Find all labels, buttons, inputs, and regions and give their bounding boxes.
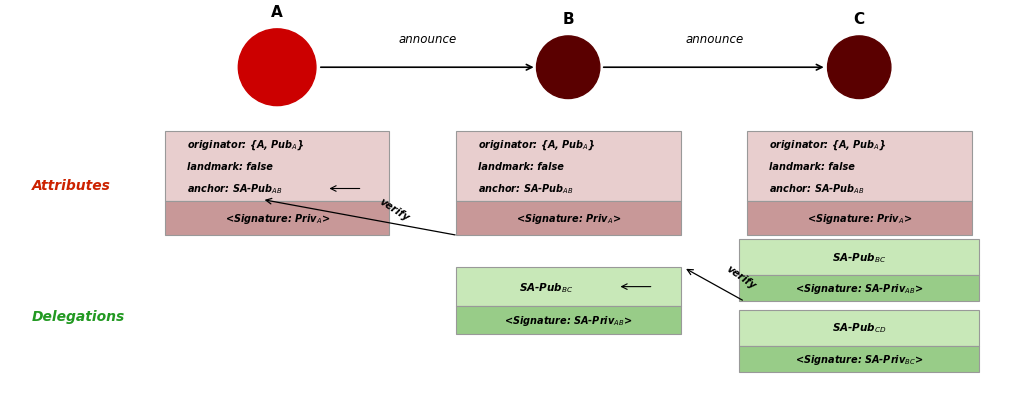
Text: anchor: SA-Pub$_{AB}$: anchor: SA-Pub$_{AB}$ bbox=[478, 182, 574, 196]
Text: <Signature: Priv$_A$>: <Signature: Priv$_A$> bbox=[807, 212, 911, 226]
Bar bbox=[165, 202, 389, 236]
Bar bbox=[739, 345, 979, 372]
Text: C: C bbox=[854, 12, 865, 27]
Text: originator: {A, Pub$_A$}: originator: {A, Pub$_A$} bbox=[187, 138, 305, 151]
Bar bbox=[456, 268, 681, 306]
Bar bbox=[746, 202, 972, 236]
Text: landmark: false: landmark: false bbox=[769, 162, 855, 172]
Text: A: A bbox=[271, 5, 283, 20]
Text: originator: {A, Pub$_A$}: originator: {A, Pub$_A$} bbox=[478, 138, 596, 151]
Ellipse shape bbox=[827, 37, 891, 99]
Text: <Signature: Priv$_A$>: <Signature: Priv$_A$> bbox=[515, 212, 621, 226]
Text: Attributes: Attributes bbox=[32, 179, 111, 193]
Text: landmark: false: landmark: false bbox=[187, 162, 273, 172]
Text: landmark: false: landmark: false bbox=[478, 162, 564, 172]
Bar bbox=[739, 310, 979, 345]
Text: anchor: SA-Pub$_{AB}$: anchor: SA-Pub$_{AB}$ bbox=[769, 182, 865, 196]
Text: Delegations: Delegations bbox=[32, 309, 125, 323]
Bar bbox=[456, 202, 681, 236]
Ellipse shape bbox=[239, 30, 316, 107]
Bar bbox=[746, 132, 972, 202]
Text: <Signature: SA-Priv$_{AB}$>: <Signature: SA-Priv$_{AB}$> bbox=[795, 282, 924, 296]
Bar bbox=[739, 276, 979, 302]
Text: SA-Pub$_{CD}$: SA-Pub$_{CD}$ bbox=[831, 321, 887, 335]
Bar bbox=[165, 132, 389, 202]
Bar bbox=[456, 306, 681, 334]
Text: <Signature: Priv$_A$>: <Signature: Priv$_A$> bbox=[224, 212, 330, 226]
Text: verify: verify bbox=[378, 196, 412, 222]
Text: <Signature: SA-Priv$_{BC}$>: <Signature: SA-Priv$_{BC}$> bbox=[795, 352, 924, 366]
Text: announce: announce bbox=[685, 33, 743, 46]
Text: <Signature: SA-Priv$_{AB}$>: <Signature: SA-Priv$_{AB}$> bbox=[504, 313, 633, 327]
Ellipse shape bbox=[537, 37, 600, 99]
Text: originator: {A, Pub$_A$}: originator: {A, Pub$_A$} bbox=[769, 138, 887, 151]
Bar bbox=[739, 240, 979, 276]
Text: announce: announce bbox=[398, 33, 457, 46]
Text: verify: verify bbox=[724, 263, 758, 290]
Text: SA-Pub$_{BC}$: SA-Pub$_{BC}$ bbox=[833, 251, 887, 265]
Bar bbox=[456, 132, 681, 202]
Text: B: B bbox=[562, 12, 574, 27]
Text: anchor: SA-Pub$_{AB}$: anchor: SA-Pub$_{AB}$ bbox=[187, 182, 283, 196]
Text: SA-Pub$_{BC}$: SA-Pub$_{BC}$ bbox=[518, 280, 572, 294]
